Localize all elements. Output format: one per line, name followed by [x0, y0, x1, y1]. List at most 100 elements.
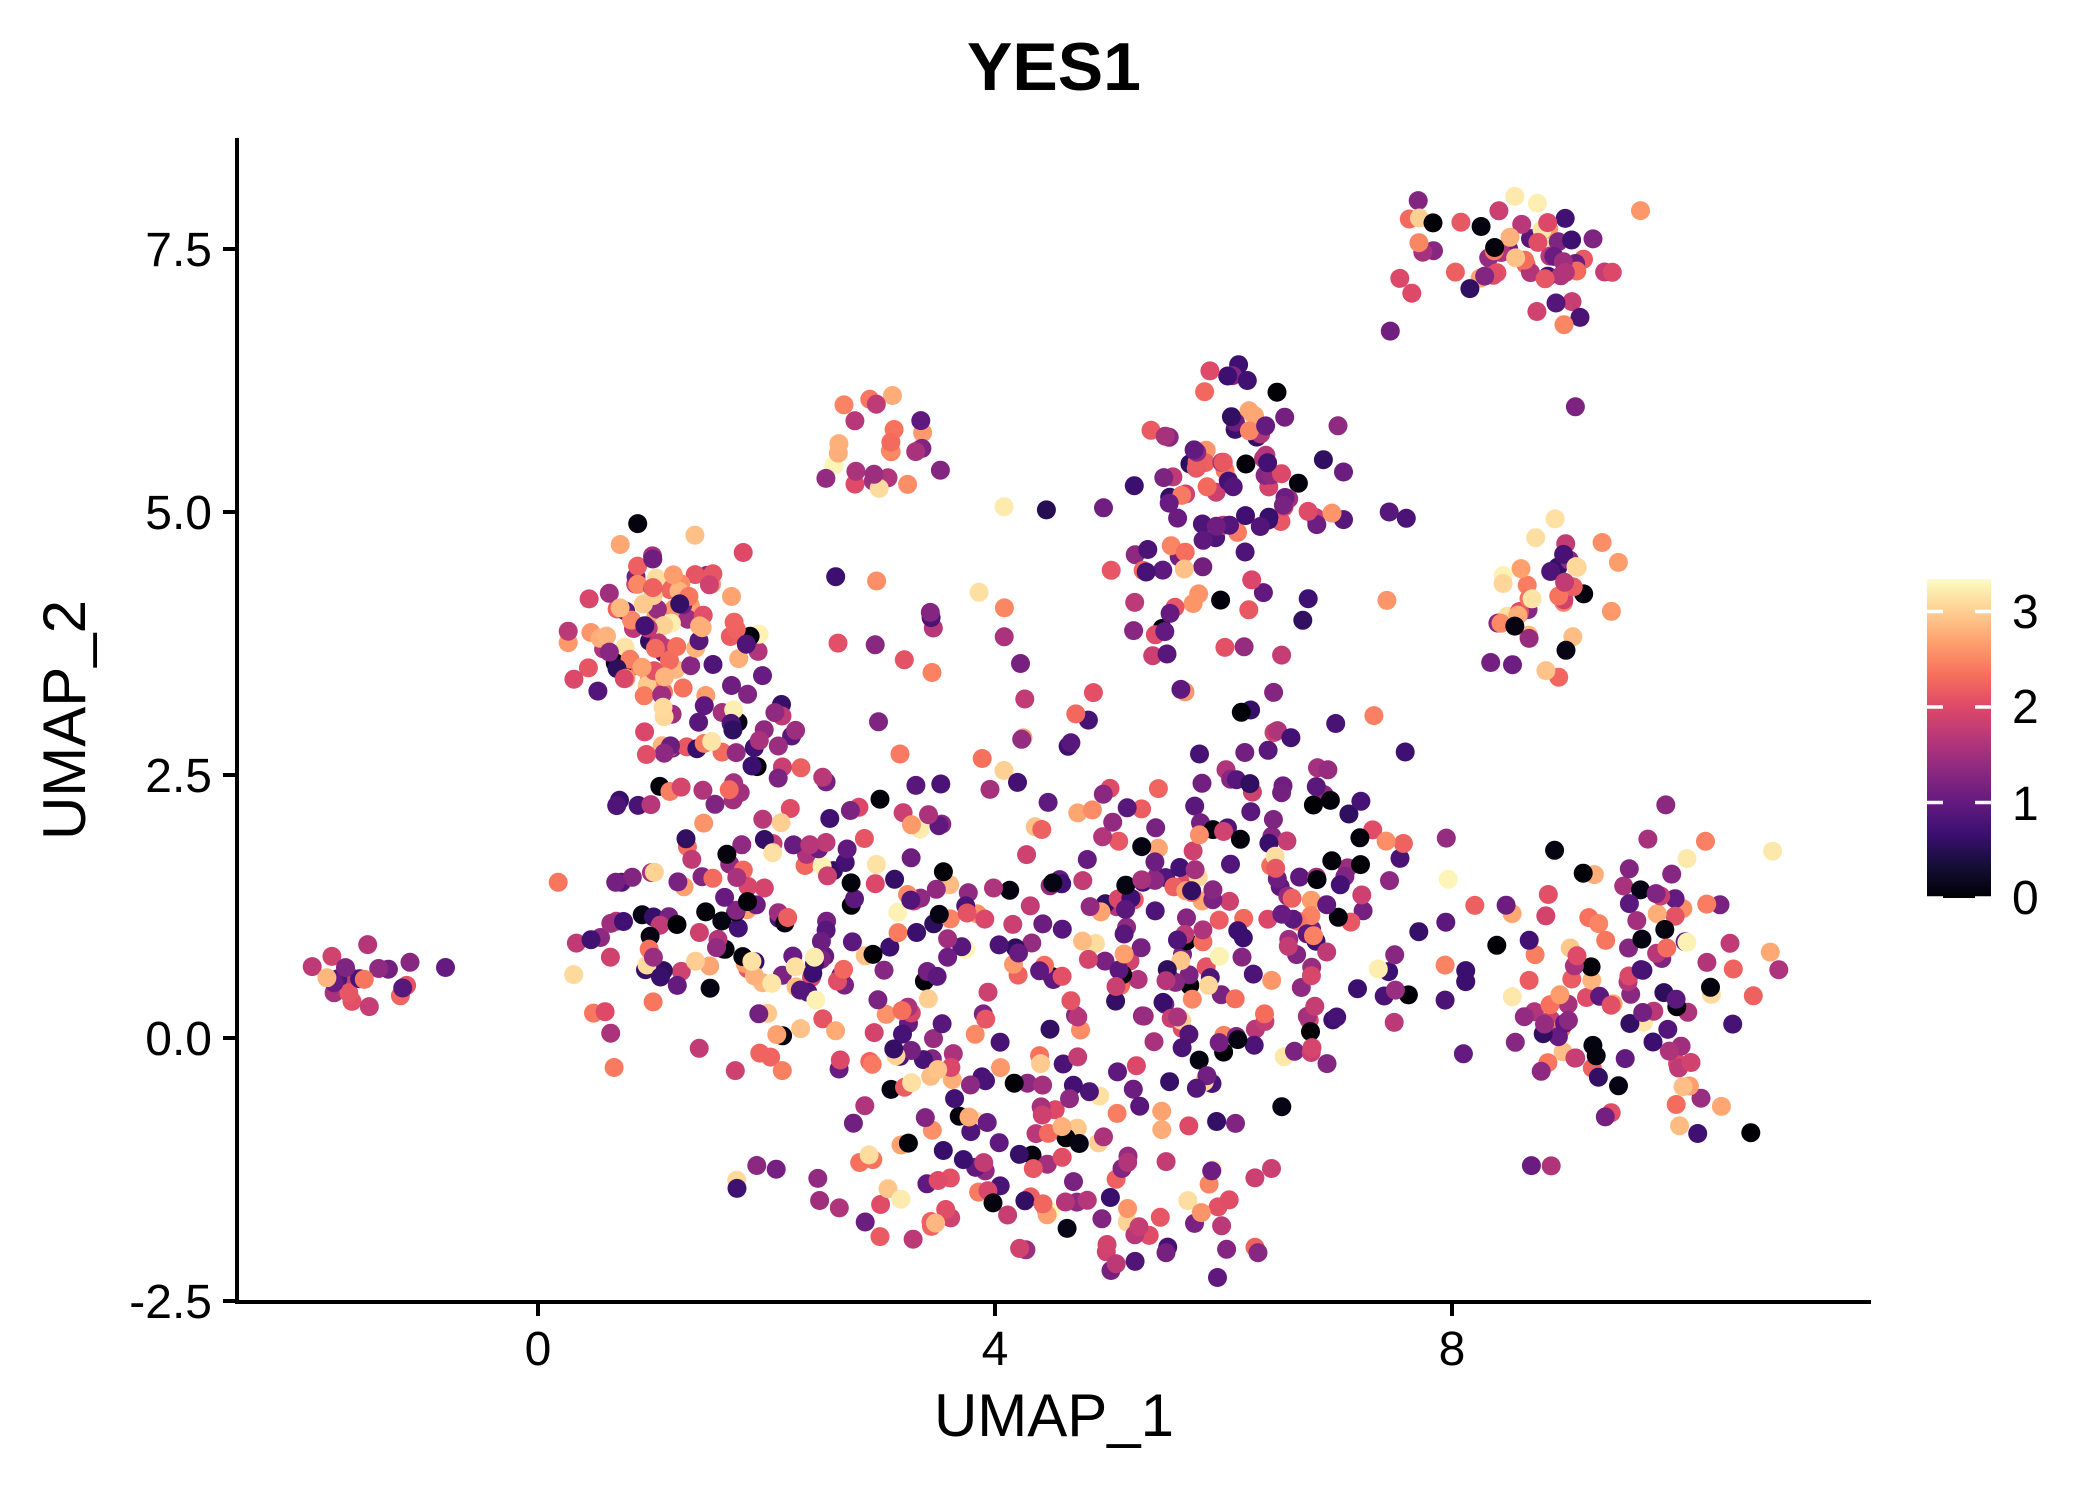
data-point [843, 1113, 863, 1133]
data-point [811, 931, 831, 951]
data-point [893, 1024, 912, 1044]
data-point [1003, 914, 1023, 934]
data-point [1320, 790, 1340, 810]
data-point [1073, 931, 1092, 951]
data-point [1512, 214, 1532, 234]
data-point [1197, 1066, 1217, 1086]
data-point [1209, 1033, 1229, 1053]
data-point [1214, 822, 1234, 841]
data-point [898, 474, 918, 494]
data-point [1519, 930, 1539, 950]
data-point [1697, 894, 1717, 914]
data-point [865, 635, 885, 655]
data-point [1129, 1217, 1149, 1237]
data-point [1079, 1082, 1099, 1102]
data-point [1511, 559, 1531, 579]
data-point [933, 1141, 953, 1160]
data-point [1506, 248, 1526, 268]
data-point [732, 835, 752, 855]
data-point [1168, 930, 1187, 950]
data-point [841, 873, 861, 893]
data-point [1487, 935, 1507, 955]
data-point [1306, 777, 1326, 797]
data-point [1174, 559, 1194, 579]
colorbar-label: 1 [2012, 778, 2039, 831]
data-point [994, 627, 1014, 647]
data-point [1009, 1144, 1029, 1164]
data-point [1402, 283, 1422, 303]
data-point [891, 1189, 911, 1209]
data-point [1248, 1243, 1268, 1263]
data-point [712, 911, 732, 931]
data-point [1643, 1032, 1663, 1052]
data-point [880, 937, 900, 957]
data-point [1631, 880, 1650, 900]
data-point [1632, 929, 1652, 949]
data-point [961, 1122, 981, 1142]
data-point [1723, 1014, 1743, 1034]
data-point [742, 756, 762, 776]
data-point [1191, 1203, 1211, 1223]
data-point [1581, 957, 1601, 977]
data-point [1384, 1012, 1404, 1032]
data-point [1298, 501, 1318, 521]
data-point [717, 844, 737, 864]
data-point [1125, 592, 1145, 612]
data-point [689, 923, 709, 942]
data-point [907, 923, 927, 942]
data-point [673, 678, 693, 698]
data-point [1078, 949, 1098, 969]
data-point [1141, 420, 1161, 440]
data-point [772, 1061, 792, 1081]
data-point [1177, 908, 1196, 928]
data-point [1182, 881, 1202, 901]
data-point [784, 835, 803, 855]
data-point [1301, 890, 1321, 910]
data-point [1206, 516, 1226, 536]
data-point [1107, 1103, 1127, 1123]
data-point [1505, 186, 1525, 206]
data-point [1608, 552, 1628, 572]
data-point [1010, 1238, 1030, 1258]
data-point [1614, 876, 1634, 896]
data-point [1082, 800, 1102, 820]
data-point [1193, 530, 1213, 550]
data-point [599, 583, 619, 603]
data-point [990, 1032, 1010, 1052]
data-point [1106, 977, 1126, 996]
data-point [816, 833, 836, 852]
data-point [919, 805, 938, 825]
data-point [1631, 201, 1650, 221]
data-point [614, 669, 634, 689]
data-point [693, 780, 713, 800]
data-point [998, 1205, 1018, 1225]
data-point [744, 966, 764, 986]
data-point [1570, 307, 1590, 327]
data-point [1619, 894, 1639, 914]
data-point [643, 549, 663, 569]
data-point [928, 1060, 948, 1080]
data-point [1156, 1243, 1176, 1263]
data-point [1567, 946, 1587, 966]
data-point [1379, 502, 1399, 522]
data-point [1322, 851, 1342, 871]
data-point [1221, 854, 1240, 874]
data-point [1138, 540, 1158, 559]
data-point [1116, 875, 1136, 895]
data-point [1250, 517, 1270, 536]
data-point [1760, 942, 1780, 962]
data-point [1334, 462, 1353, 482]
data-point [722, 676, 741, 695]
data-point [1317, 895, 1337, 915]
data-point [1646, 884, 1666, 904]
data-point [1208, 1268, 1227, 1287]
x-tick-label: 0 [525, 1323, 552, 1376]
data-point [845, 411, 865, 431]
data-point [753, 666, 772, 686]
data-point [1207, 1112, 1227, 1131]
data-point [863, 944, 883, 964]
data-point [1453, 1044, 1473, 1064]
y-tick-label: 0.0 [145, 1013, 212, 1066]
data-point [595, 1002, 615, 1022]
data-point [800, 835, 820, 855]
